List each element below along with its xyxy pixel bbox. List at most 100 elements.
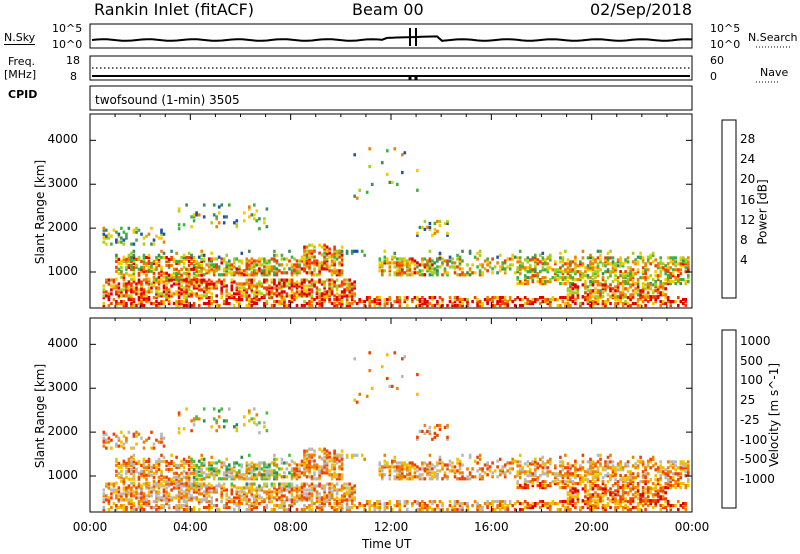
velocity-cell [180,459,183,464]
velocity-cell [323,496,326,500]
velocity-cell [513,502,517,506]
power-cell [323,257,326,261]
power-cell [328,294,331,298]
velocity-cell [350,502,354,506]
power-cell [343,278,346,282]
power-cell [215,286,218,290]
velocity-cell [167,494,171,498]
power-cell [503,296,507,300]
power-cell [318,273,321,277]
velocity-cell [177,490,181,494]
power-cell [250,273,254,277]
velocity-cell [682,464,685,468]
power-cell [220,290,223,294]
velocity-cell [212,475,216,479]
velocity-cell [202,505,206,510]
velocity-cell [127,500,131,504]
velocity-cell [523,462,527,466]
power-cell [305,259,309,263]
power-cell [661,268,665,272]
velocity-cell [576,497,580,501]
power-cell [268,292,271,296]
power-cell [135,230,138,234]
velocity-cell [142,482,146,486]
power-cell [102,290,106,294]
velocity-cell [531,484,535,488]
velocity-cell [498,500,502,504]
power-cell [503,269,507,273]
power-cell [157,301,161,306]
power-cell [458,303,462,308]
velocity-cell [215,473,218,477]
power-cell [202,215,206,219]
velocity-cell [659,460,662,464]
power-cell [315,280,319,284]
power-cell [659,300,662,304]
velocity-cell [328,488,331,492]
power-cell [117,232,121,236]
velocity-cell [137,475,141,479]
velocity-cell [285,461,289,465]
velocity-cell [644,476,647,480]
nsky-tick-high: 10^5 [52,22,83,35]
power-cell [310,282,314,286]
power-cell [253,217,256,221]
velocity-cell [606,460,610,464]
velocity-cell [554,480,557,484]
power-cell [308,284,311,288]
velocity-cell [220,486,223,490]
power-cell [320,282,324,286]
velocity-cell [190,486,193,490]
velocity-cell [240,494,244,498]
velocity-cell [235,504,239,508]
power-cell [207,271,211,275]
power-cell [549,300,552,304]
velocity-cell [493,469,497,473]
velocity-cell [313,473,316,477]
power-cell [411,273,414,277]
velocity-cell [669,507,672,512]
velocity-cell [207,504,211,508]
power-cell [641,272,645,276]
power-cell [200,265,203,269]
velocity-cell [579,476,582,480]
power-cell [160,301,163,306]
power-cell [235,288,239,292]
power-cell [207,278,211,282]
power-cell [478,300,482,304]
power-cell [340,284,344,288]
power-cell [250,271,254,275]
velocity-cell [220,492,223,496]
power-cell [401,263,404,267]
velocity-cell [270,507,274,512]
power-cell [423,257,427,261]
power-cell [360,249,364,253]
velocity-cell [258,461,261,465]
velocity-cell [180,481,183,485]
power-cell [666,268,670,272]
power-cell [408,257,412,261]
velocity-cell [441,502,444,506]
power-cell [290,284,294,288]
velocity-cell [534,470,537,474]
power-cell [656,278,660,282]
velocity-cell [132,459,136,464]
velocity-cell [411,465,414,469]
velocity-cell [285,467,289,471]
velocity-cell [584,491,587,495]
power-cell [589,255,592,259]
velocity-cell [596,474,600,478]
power-cell [150,286,153,290]
velocity-cell [200,463,203,467]
power-cell [338,255,341,259]
power-cell [170,275,173,279]
power-cell [355,196,359,200]
power-cell [142,236,146,240]
chart-title-station: Rankin Inlet (fitACF) [94,0,255,19]
velocity-cell [353,490,356,494]
velocity-cell [283,475,286,479]
power-cell [233,273,236,277]
velocity-cell [619,497,622,501]
velocity-cell [664,482,667,486]
velocity-cell [243,473,246,477]
